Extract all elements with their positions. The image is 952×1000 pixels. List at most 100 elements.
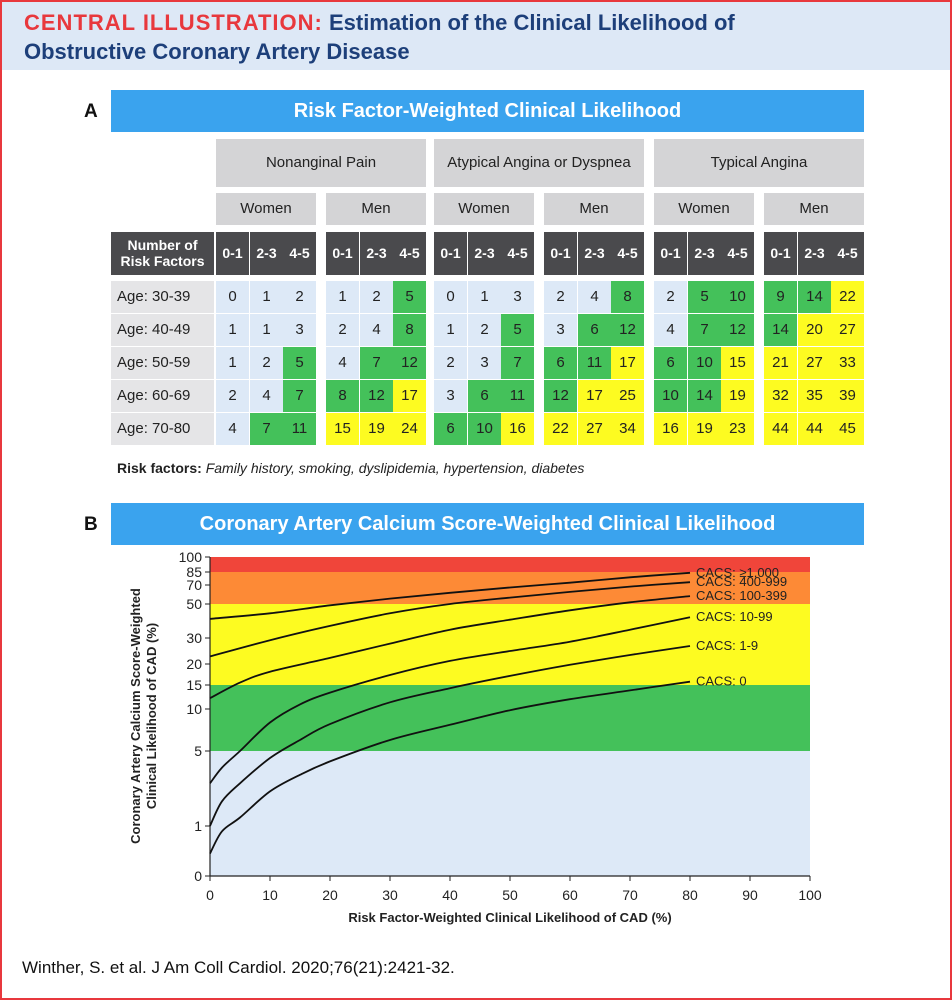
x-tick-label: 70 — [622, 887, 638, 903]
likelihood-cell: 7 — [501, 347, 534, 379]
rf-group-header: 4-5 — [283, 232, 316, 275]
y-tick-label: 1 — [194, 818, 202, 834]
likelihood-band — [210, 751, 810, 876]
cacs-curve — [209, 645, 691, 827]
header-title-line2: Obstructive Coronary Artery Disease — [24, 39, 410, 64]
rf-group-header: 0-1 — [434, 232, 467, 275]
likelihood-cell: 1 — [468, 281, 501, 313]
sex-header: Women — [654, 193, 754, 225]
y-tick-label: 70 — [186, 577, 202, 593]
x-tick-label: 20 — [322, 887, 338, 903]
likelihood-cell: 1 — [250, 314, 283, 346]
likelihood-cell: 16 — [501, 413, 534, 445]
sex-header: Men — [764, 193, 864, 225]
likelihood-cell: 0 — [434, 281, 467, 313]
cacs-curve — [209, 616, 691, 784]
likelihood-cell: 10 — [654, 380, 687, 412]
likelihood-cell: 24 — [393, 413, 426, 445]
age-label: Age: 50-59 — [111, 347, 214, 379]
symptom-header: Typical Angina — [654, 139, 864, 187]
likelihood-cell: 2 — [654, 281, 687, 313]
cacs-curve-label: CACS: 1-9 — [696, 638, 758, 653]
likelihood-cell: 7 — [360, 347, 393, 379]
y-tick-label: 15 — [186, 677, 202, 693]
rf-group-header: 0-1 — [764, 232, 797, 275]
likelihood-band — [210, 557, 810, 572]
likelihood-cell: 4 — [326, 347, 359, 379]
likelihood-cell: 14 — [764, 314, 797, 346]
symptom-header: Atypical Angina or Dyspnea — [434, 139, 644, 187]
row-header: Number of Risk Factors — [111, 232, 214, 275]
age-label: Age: 30-39 — [111, 281, 214, 313]
age-label: Age: 70-80 — [111, 413, 214, 445]
likelihood-cell: 27 — [578, 413, 611, 445]
likelihood-cell: 34 — [611, 413, 644, 445]
rf-group-header: 2-3 — [360, 232, 393, 275]
likelihood-cell: 17 — [578, 380, 611, 412]
header-title-line1: Estimation of the Clinical Likelihood of — [328, 10, 735, 35]
cacs-curve — [209, 581, 691, 658]
rf-group-header: 0-1 — [544, 232, 577, 275]
citation: Winther, S. et al. J Am Coll Cardiol. 20… — [22, 958, 455, 977]
likelihood-cell: 17 — [611, 347, 644, 379]
y-tick-label: 0 — [194, 868, 202, 884]
likelihood-cell: 5 — [283, 347, 316, 379]
x-tick-label: 90 — [742, 887, 758, 903]
likelihood-cell: 16 — [654, 413, 687, 445]
rf-group-header: 0-1 — [216, 232, 249, 275]
likelihood-cell: 3 — [501, 281, 534, 313]
y-axis-label: Coronary Artery Calcium Score-WeightedCl… — [128, 588, 159, 844]
y-tick-label: 100 — [179, 549, 203, 565]
likelihood-cell: 27 — [831, 314, 864, 346]
cacs-curve-label: CACS: 10-99 — [696, 609, 773, 624]
likelihood-cell: 4 — [360, 314, 393, 346]
cacs-curve-label: CACS: 100-399 — [696, 588, 787, 603]
likelihood-cell: 1 — [216, 347, 249, 379]
likelihood-cell: 20 — [798, 314, 831, 346]
risk-factors-footnote: Risk factors: Family history, smoking, d… — [117, 460, 584, 476]
likelihood-cell: 3 — [283, 314, 316, 346]
x-tick-label: 60 — [562, 887, 578, 903]
likelihood-cell: 25 — [611, 380, 644, 412]
sex-header: Women — [434, 193, 534, 225]
likelihood-cell: 0 — [216, 281, 249, 313]
likelihood-cell: 8 — [326, 380, 359, 412]
cacs-curve-label: CACS: ≥1,000 — [696, 565, 779, 580]
likelihood-cell: 5 — [393, 281, 426, 313]
likelihood-cell: 8 — [611, 281, 644, 313]
x-tick-label: 100 — [798, 887, 822, 903]
likelihood-cell: 27 — [798, 347, 831, 379]
x-tick-label: 40 — [442, 887, 458, 903]
x-axis-label: Risk Factor-Weighted Clinical Likelihood… — [348, 910, 671, 925]
likelihood-cell: 6 — [654, 347, 687, 379]
y-tick-label: 5 — [194, 743, 202, 759]
likelihood-cell: 2 — [434, 347, 467, 379]
likelihood-cell: 8 — [393, 314, 426, 346]
likelihood-cell: 14 — [798, 281, 831, 313]
likelihood-cell: 11 — [283, 413, 316, 445]
likelihood-cell: 12 — [360, 380, 393, 412]
likelihood-cell: 2 — [250, 347, 283, 379]
cacs-curve-label: CACS: 0 — [696, 674, 747, 689]
likelihood-cell: 12 — [544, 380, 577, 412]
likelihood-cell: 2 — [216, 380, 249, 412]
rf-group-header: 4-5 — [831, 232, 864, 275]
cacs-curve-label: CACS: 400-999 — [696, 574, 787, 589]
likelihood-cell: 6 — [578, 314, 611, 346]
likelihood-cell: 19 — [360, 413, 393, 445]
likelihood-cell: 10 — [468, 413, 501, 445]
likelihood-cell: 7 — [250, 413, 283, 445]
sex-header: Women — [216, 193, 316, 225]
x-tick-label: 50 — [502, 887, 518, 903]
x-tick-label: 0 — [206, 887, 214, 903]
likelihood-band — [210, 685, 810, 751]
likelihood-cell: 9 — [764, 281, 797, 313]
likelihood-cell: 19 — [688, 413, 721, 445]
rf-group-header: 0-1 — [654, 232, 687, 275]
likelihood-cell: 4 — [216, 413, 249, 445]
rf-group-header: 2-3 — [250, 232, 283, 275]
symptom-header: Nonanginal Pain — [216, 139, 426, 187]
likelihood-cell: 1 — [434, 314, 467, 346]
likelihood-cell: 6 — [434, 413, 467, 445]
